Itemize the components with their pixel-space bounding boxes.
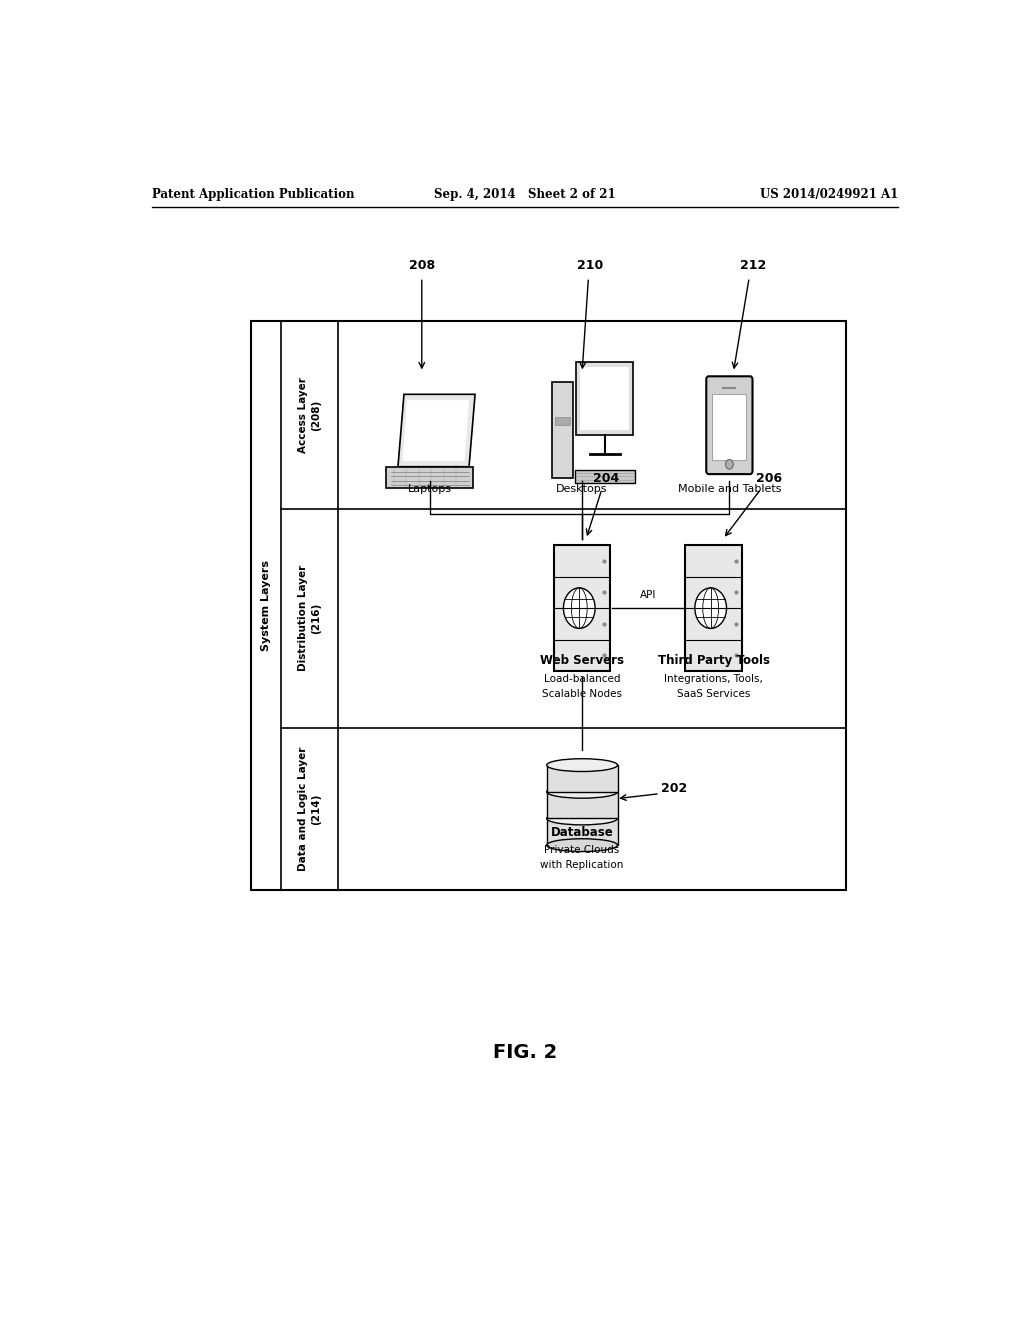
- Bar: [547, 792, 617, 818]
- Text: Patent Application Publication: Patent Application Publication: [152, 189, 354, 202]
- Text: Database: Database: [551, 826, 613, 840]
- Text: with Replication: with Replication: [541, 859, 624, 870]
- Bar: [251, 321, 846, 890]
- Text: Laptops: Laptops: [408, 484, 452, 494]
- FancyBboxPatch shape: [707, 376, 753, 474]
- Bar: [713, 393, 746, 461]
- Ellipse shape: [547, 838, 617, 851]
- Bar: [581, 367, 629, 430]
- Text: Data and Logic Layer
(214): Data and Logic Layer (214): [298, 747, 322, 871]
- Text: System Layers: System Layers: [261, 560, 271, 651]
- Text: SaaS Services: SaaS Services: [677, 689, 751, 700]
- Text: 206: 206: [756, 473, 782, 484]
- Ellipse shape: [547, 812, 617, 825]
- Text: FIG. 2: FIG. 2: [493, 1043, 557, 1063]
- Text: Mobile and Tablets: Mobile and Tablets: [678, 484, 781, 494]
- Bar: [554, 545, 610, 671]
- Bar: [386, 467, 473, 488]
- Bar: [547, 818, 617, 845]
- Text: Load-balanced: Load-balanced: [544, 675, 621, 684]
- Polygon shape: [402, 400, 469, 461]
- Text: US 2014/0249921 A1: US 2014/0249921 A1: [760, 189, 898, 202]
- Text: 210: 210: [577, 259, 603, 272]
- Text: 212: 212: [740, 259, 766, 272]
- Text: Integrations, Tools,: Integrations, Tools,: [665, 675, 763, 684]
- Text: Private Clouds: Private Clouds: [545, 845, 620, 854]
- Bar: [552, 381, 573, 478]
- Polygon shape: [398, 395, 475, 467]
- Bar: [577, 363, 633, 434]
- Text: 204: 204: [593, 473, 620, 484]
- Bar: [574, 470, 635, 483]
- Text: Desktops: Desktops: [556, 484, 608, 494]
- Circle shape: [695, 587, 726, 628]
- Text: Third Party Tools: Third Party Tools: [657, 653, 769, 667]
- Text: Sep. 4, 2014   Sheet 2 of 21: Sep. 4, 2014 Sheet 2 of 21: [434, 189, 615, 202]
- Bar: [555, 417, 570, 425]
- Text: Web Servers: Web Servers: [540, 653, 624, 667]
- Text: Scalable Nodes: Scalable Nodes: [542, 689, 623, 700]
- Bar: [547, 766, 617, 792]
- Ellipse shape: [547, 785, 617, 799]
- Ellipse shape: [547, 759, 617, 771]
- Circle shape: [563, 587, 595, 628]
- Text: API: API: [640, 590, 656, 601]
- Text: 208: 208: [409, 259, 435, 272]
- Circle shape: [726, 459, 733, 469]
- Text: Distribution Layer
(216): Distribution Layer (216): [298, 565, 322, 672]
- Text: 202: 202: [662, 781, 688, 795]
- Bar: [685, 545, 741, 671]
- Text: Access Layer
(208): Access Layer (208): [298, 378, 322, 453]
